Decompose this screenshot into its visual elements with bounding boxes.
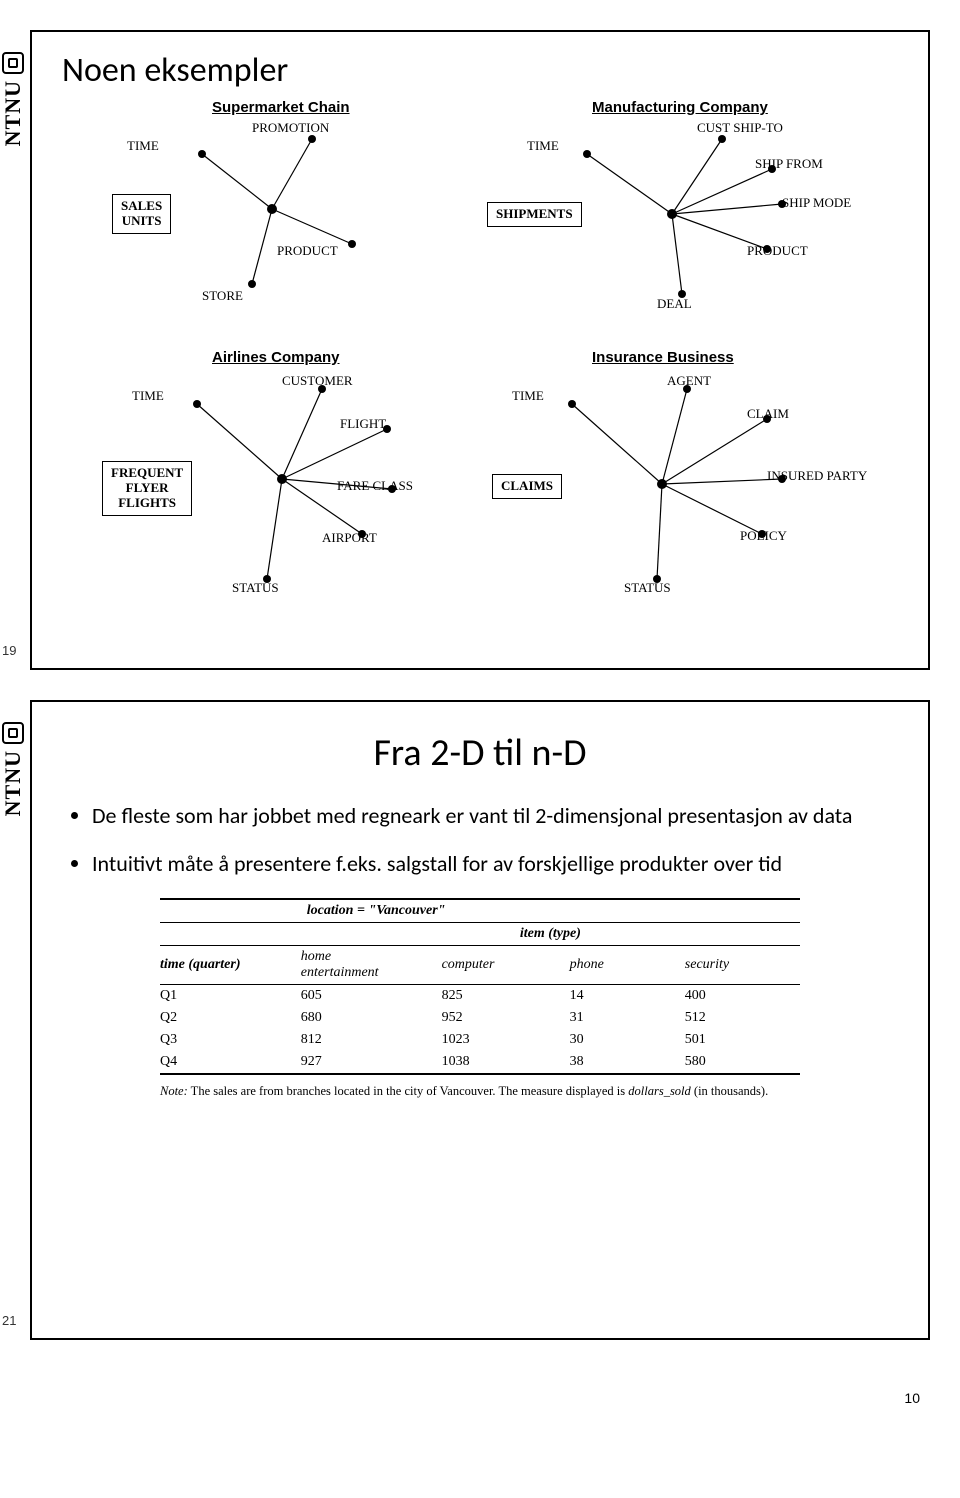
logo-badge — [2, 722, 24, 744]
label-mfg-1: CUST SHIP-TO — [697, 121, 783, 136]
bullet-1: De fleste som har jobbet med regneark er… — [92, 801, 868, 831]
diagram-area: Supermarket Chain TIME PROMOTION PRODUCT… — [32, 99, 928, 659]
item-type: item (type) — [520, 926, 581, 941]
center-air: FREQUENTFLYERFLIGHTS — [102, 461, 192, 516]
col-1: computer — [442, 946, 570, 985]
slide-1: NTNU 19 Noen eksempler Supermarket Chain — [30, 30, 930, 670]
label-mfg-3: SHIP MODE — [782, 196, 851, 211]
slide1-title: Noen eksempler — [62, 50, 928, 91]
r3c4: 501 — [685, 1029, 800, 1051]
star-airlines: Airlines Company TIME CUSTOM — [92, 349, 472, 619]
r1c3: 14 — [570, 985, 685, 1008]
label-ins-0: TIME — [512, 389, 544, 404]
col-3: security — [685, 946, 800, 985]
r3c1: 812 — [301, 1029, 442, 1051]
star-manufacturing: Manufacturing Company TIME C — [472, 99, 892, 329]
note-body: The sales are from branches located in t… — [188, 1084, 628, 1098]
slide-2: NTNU 21 Fra 2-D til n-D De fleste som ha… — [30, 700, 930, 1340]
slide2-title: Fra 2-D til n-D — [32, 730, 928, 776]
label-mfg-5: DEAL — [657, 297, 692, 312]
data-table: location = "Vancouver" item (type) time … — [160, 898, 800, 1099]
r3c0: Q3 — [160, 1029, 301, 1051]
col-0: homeentertainment — [301, 946, 442, 985]
center-sm: SALESUNITS — [112, 194, 171, 234]
label-mfg-4: PRODUCT — [747, 244, 808, 259]
label-air-3: FARE CLASS — [337, 479, 413, 494]
r1c2: 825 — [442, 985, 570, 1008]
r4c1: 927 — [301, 1051, 442, 1074]
label-sm-product: PRODUCT — [277, 244, 338, 259]
row-header: time (quarter) — [160, 946, 301, 985]
ntnu-logo: NTNU — [0, 722, 28, 872]
label-mfg-0: TIME — [527, 139, 559, 154]
star-supermarket: Supermarket Chain TIME PROMOTION PRODUCT… — [92, 99, 452, 329]
label-ins-1: AGENT — [667, 374, 711, 389]
r4c4: 580 — [685, 1051, 800, 1074]
note-prefix: Note: — [160, 1084, 188, 1098]
label-air-1: CUSTOMER — [282, 374, 353, 389]
logo-text: NTNU — [0, 80, 26, 146]
label-sm-store: STORE — [202, 289, 243, 304]
r2c0: Q2 — [160, 1007, 301, 1029]
center-ins: CLAIMS — [492, 474, 562, 499]
star-insurance: Insurance Business TIME AGEN — [472, 349, 892, 619]
ntnu-logo: NTNU — [0, 52, 28, 202]
label-sm-promo: PROMOTION — [252, 121, 329, 136]
note-em: dollars_sold — [628, 1084, 691, 1098]
r4c3: 38 — [570, 1051, 685, 1074]
col-2: phone — [570, 946, 685, 985]
label-ins-3: INSURED PARTY — [767, 469, 867, 484]
logo-text: NTNU — [0, 750, 26, 816]
r3c2: 1023 — [442, 1029, 570, 1051]
table-note: Note: The sales are from branches locate… — [160, 1083, 800, 1099]
slide1-page-num: 19 — [2, 643, 16, 658]
r1c0: Q1 — [160, 985, 301, 1008]
label-ins-4: POLICY — [740, 529, 787, 544]
label-air-0: TIME — [132, 389, 164, 404]
label-sm-time: TIME — [127, 139, 159, 154]
r2c3: 31 — [570, 1007, 685, 1029]
center-mfg: SHIPMENTS — [487, 202, 582, 227]
label-air-2: FLIGHT — [340, 417, 386, 432]
r3c3: 30 — [570, 1029, 685, 1051]
label-mfg-2: SHIP FROM — [755, 157, 823, 172]
label-air-5: STATUS — [232, 581, 279, 596]
logo-badge — [2, 52, 24, 74]
bullet-list: De fleste som har jobbet med regneark er… — [92, 801, 868, 878]
page-footer: 10 — [0, 1370, 960, 1426]
label-air-4: AIRPORT — [322, 531, 377, 546]
r4c0: Q4 — [160, 1051, 301, 1074]
slide2-page-num: 21 — [2, 1313, 16, 1328]
label-ins-5: STATUS — [624, 581, 671, 596]
r1c4: 400 — [685, 985, 800, 1008]
label-ins-2: CLAIM — [747, 407, 789, 422]
r2c4: 512 — [685, 1007, 800, 1029]
note-suffix: (in thousands). — [691, 1084, 768, 1098]
r2c1: 680 — [301, 1007, 442, 1029]
r4c2: 1038 — [442, 1051, 570, 1074]
r1c1: 605 — [301, 985, 442, 1008]
r2c2: 952 — [442, 1007, 570, 1029]
bullet-2: Intuitivt måte å presentere f.eks. salgs… — [92, 849, 868, 879]
loc-label: location = "Vancouver" — [307, 903, 446, 918]
